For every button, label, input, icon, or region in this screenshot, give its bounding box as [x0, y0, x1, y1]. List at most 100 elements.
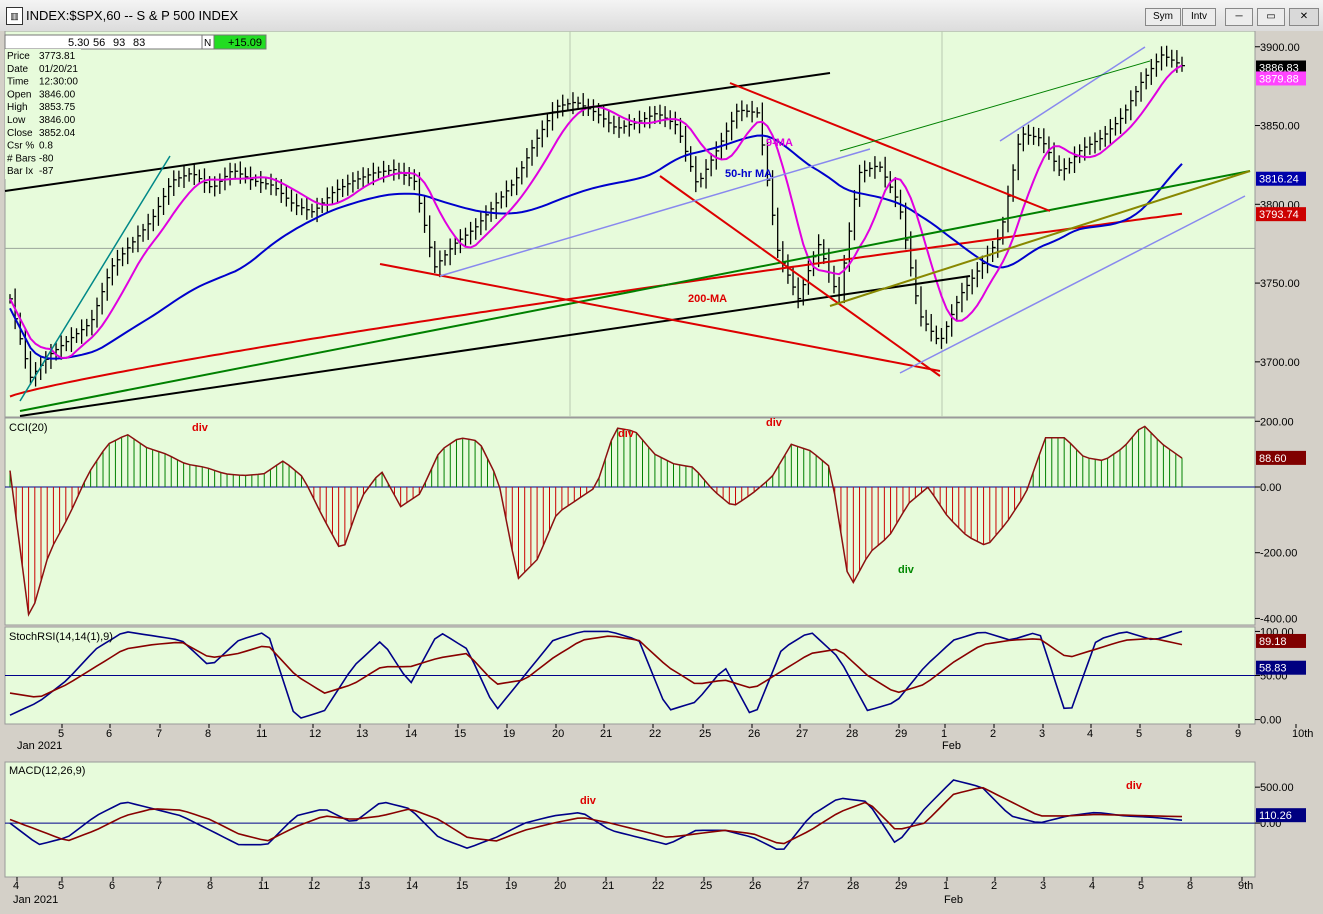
restore-button[interactable]: ▭: [1257, 8, 1285, 26]
price-trendline: [999, 46, 1146, 142]
info-label: Low: [7, 115, 26, 126]
info-value: 3773.81: [39, 51, 76, 62]
stochrsi-x-tick-label: 27: [796, 728, 808, 740]
price-value-label: 3816.24: [1259, 174, 1299, 186]
restore-icon: ▭: [1266, 11, 1276, 22]
cci-y-tick-label: -200.00: [1260, 548, 1297, 560]
stochrsi-value-label: 89.18: [1259, 636, 1287, 648]
price-y-tick-label: 3700.00: [1260, 357, 1300, 369]
stochrsi-x-tick-label: 11: [256, 728, 267, 740]
macd-x-tick-label: 9th: [1238, 880, 1253, 892]
macd-x-tick-label: 2: [991, 880, 997, 892]
stochrsi-x-tick-label: 5: [1136, 728, 1142, 740]
price-trendline: [439, 148, 871, 277]
info-value: 01/20/21: [39, 64, 78, 75]
cci-annotation: div: [618, 428, 635, 440]
minimize-button[interactable]: ─: [1225, 8, 1253, 26]
toolbar-value-4: 83: [133, 37, 145, 49]
price-value-label-bg: [1256, 207, 1306, 222]
macd-month-label: Feb: [944, 894, 963, 906]
price-trendline: [19, 275, 971, 417]
info-label: Time: [7, 77, 29, 88]
info-label: Bar Ix: [7, 166, 33, 177]
macd-x-tick-label: 22: [652, 880, 664, 892]
info-label: Csr %: [7, 141, 34, 152]
macd-panel[interactable]: [4, 761, 1256, 878]
info-value: 3853.75: [39, 102, 76, 113]
stochrsi-x-tick-label: 1: [941, 728, 947, 740]
close-button[interactable]: ✕: [1289, 8, 1319, 26]
price-value-label-bg: [1256, 60, 1306, 75]
price-value-label: 3793.74: [1259, 209, 1299, 221]
price-trendline: [379, 263, 941, 372]
price-y-tick-label: 3900.00: [1260, 42, 1300, 54]
stochrsi-x-tick-label: 25: [699, 728, 711, 740]
macd-x-tick-label: 21: [602, 880, 614, 892]
intv-button[interactable]: Intv: [1182, 8, 1216, 26]
stochrsi-fast-line: [9, 630, 1183, 719]
stochrsi-x-tick-label: 8: [1186, 728, 1192, 740]
toolbar-value-3: 93: [113, 37, 125, 49]
macd-x-tick-label: 12: [308, 880, 320, 892]
stochrsi-value-label: 58.83: [1259, 663, 1287, 675]
toolbar-value-2: 56: [93, 37, 105, 49]
window-title: INDEX:$SPX,60 -- S & P 500 INDEX: [26, 8, 239, 23]
macd-value-label: 110.26: [1259, 810, 1292, 822]
stochrsi-month-label: Jan 2021: [17, 740, 62, 752]
stochrsi-x-tick-label: 20: [552, 728, 564, 740]
toolbar-n-label: N: [204, 38, 211, 49]
price-trendline: [19, 170, 1251, 412]
chart-canvas[interactable]: 3900.003850.003800.003750.003700.009-MA5…: [0, 30, 1323, 909]
price-annotation: 9-MA: [766, 137, 793, 149]
toolbar-value-1: 5.30: [68, 37, 89, 49]
macd-x-tick-label: 4: [1089, 880, 1095, 892]
info-value: 3846.00: [39, 89, 76, 100]
macd-x-tick-label: 20: [554, 880, 566, 892]
sym-button-label: Sym: [1153, 11, 1173, 22]
macd-x-tick-label: 29: [895, 880, 907, 892]
stochrsi-x-tick-label: 2: [990, 728, 996, 740]
price-value-label-bg: [1256, 171, 1306, 186]
price-annotation: 200-MA: [688, 293, 727, 305]
chart-area[interactable]: 3900.00 3850.00 3800.00 3750.00 3700.00 9-MA 5…: [0, 30, 1323, 909]
macd-x-tick-label: 1: [943, 880, 949, 892]
intv-button-label: Intv: [1190, 11, 1208, 22]
macd-x-tick-label: 6: [109, 880, 115, 892]
price-panel[interactable]: [4, 30, 1256, 418]
macd-x-tick-label: 15: [456, 880, 468, 892]
price-value-label-bg: [1256, 71, 1306, 86]
macd-x-tick-label: 25: [700, 880, 712, 892]
sym-button[interactable]: Sym: [1145, 8, 1181, 26]
cci-y-tick-label: -400.00: [1260, 613, 1297, 625]
stochrsi-x-tick-label: 13: [356, 728, 368, 740]
stochrsi-value-label-bg: [1256, 633, 1306, 648]
stochrsi-value-label-bg: [1256, 660, 1306, 675]
info-label: # Bars: [7, 153, 36, 164]
macd-month-label: Jan 2021: [13, 894, 58, 906]
price-y-tick-label: 3750.00: [1260, 278, 1300, 290]
stochrsi-x-tick-label: 19: [503, 728, 515, 740]
macd-x-tick-label: 8: [207, 880, 213, 892]
cci-annotation: div: [766, 417, 783, 429]
cci-value-label-bg: [1256, 450, 1306, 465]
price-value-label: 3879.88: [1259, 73, 1299, 85]
stochrsi-x-tick-label: 9: [1235, 728, 1241, 740]
stochrsi-x-tick-label: 28: [846, 728, 858, 740]
info-label: Date: [7, 64, 29, 75]
macd-x-tick-label: 5: [1138, 880, 1144, 892]
macd-x-tick-label: 11: [258, 880, 269, 892]
stochrsi-x-tick-label: 5: [58, 728, 64, 740]
window-titlebar: ▥ INDEX:$SPX,60 -- S & P 500 INDEX Sym I…: [0, 0, 1323, 32]
stochrsi-x-tick-label: 4: [1087, 728, 1093, 740]
macd-x-tick-label: 27: [797, 880, 809, 892]
macd-signal-line: [9, 786, 1183, 845]
price-trendline: [729, 82, 1051, 212]
price-trendline: [659, 175, 941, 377]
chart-app-icon: ▥: [6, 7, 23, 25]
stochrsi-x-tick-label: 14: [405, 728, 417, 740]
price-annotation: 50-hr MA: [725, 168, 772, 180]
macd-x-tick-label: 13: [358, 880, 370, 892]
macd-title: MACD(12,26,9): [9, 765, 85, 777]
info-value: -87: [39, 166, 54, 177]
cci-annotation: div: [898, 564, 915, 576]
